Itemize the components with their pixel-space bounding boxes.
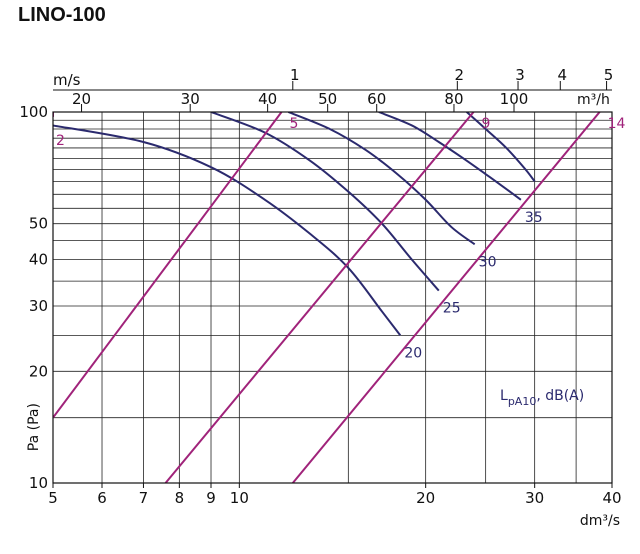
top-m3h-tick-label: 40	[258, 90, 277, 108]
grid-lines	[53, 112, 612, 483]
top-m3h-tick-label: 50	[318, 90, 337, 108]
velocity-label: 5	[290, 116, 299, 132]
chart-title: LINO-100	[18, 4, 106, 26]
top-ms-tick-label: 2	[455, 66, 465, 84]
x-tick-label: 30	[525, 489, 544, 507]
velocity-line	[53, 112, 283, 419]
velocity-lines	[53, 112, 601, 483]
velocity-line	[292, 112, 601, 483]
curve-label: 35	[525, 210, 543, 226]
x-tick-label: 20	[416, 489, 435, 507]
top-m3h-tick-label: 30	[181, 90, 200, 108]
y-axis-label: Pa (Pa)	[26, 403, 42, 451]
x-tick-label: 40	[602, 489, 621, 507]
x-tick-label: 6	[97, 489, 107, 507]
y-tick-label: 30	[29, 297, 48, 315]
velocity-label: 9	[482, 116, 491, 132]
curve-label: 25	[443, 301, 461, 317]
x-tick-label: 10	[230, 489, 249, 507]
x-axis-label: dm³/s	[580, 513, 620, 529]
y-tick-label: 20	[29, 362, 48, 380]
sound-curve	[287, 112, 476, 246]
top-axis-ms-label: m/s	[53, 71, 81, 89]
curve-label: 20	[404, 345, 422, 361]
velocity-line	[164, 112, 475, 483]
legend-text: LpA10, dB(A)	[500, 388, 584, 408]
top-m3h-tick-label: 20	[72, 90, 91, 108]
top-axis-m3h-label: m³/h	[577, 92, 610, 108]
y-tick-label: 10	[29, 474, 48, 492]
top-ms-tick-label: 1	[290, 66, 300, 84]
top-m3h-tick-label: 80	[444, 90, 463, 108]
x-tick-label: 8	[175, 489, 185, 507]
top-ms-tick-label: 4	[558, 66, 568, 84]
velocity-label: 14	[608, 116, 626, 132]
x-tick-label: 7	[139, 489, 149, 507]
x-tick-label: 5	[48, 489, 58, 507]
velocity-label: 2	[56, 133, 65, 149]
plot-frame	[52, 111, 613, 484]
y-tick-label: 100	[19, 103, 48, 121]
legend-part: L	[500, 388, 508, 404]
legend-part: pA10	[508, 395, 537, 408]
sound-level-curves	[53, 112, 536, 336]
sound-curve	[378, 112, 522, 201]
top-m3h-tick-label: 60	[367, 90, 386, 108]
curve-label: 30	[479, 254, 497, 270]
sound-curve	[466, 112, 536, 183]
y-tick-label: 40	[29, 251, 48, 269]
legend-part: , dB(A)	[536, 388, 584, 404]
axes	[52, 81, 613, 488]
y-tick-label: 50	[29, 215, 48, 233]
top-ms-tick-label: 5	[604, 66, 614, 84]
top-ms-tick-label: 3	[515, 66, 525, 84]
top-m3h-tick-label: 100	[500, 90, 529, 108]
x-tick-label: 9	[206, 489, 216, 507]
sound-curve	[210, 112, 440, 292]
sound-curve	[53, 124, 402, 336]
